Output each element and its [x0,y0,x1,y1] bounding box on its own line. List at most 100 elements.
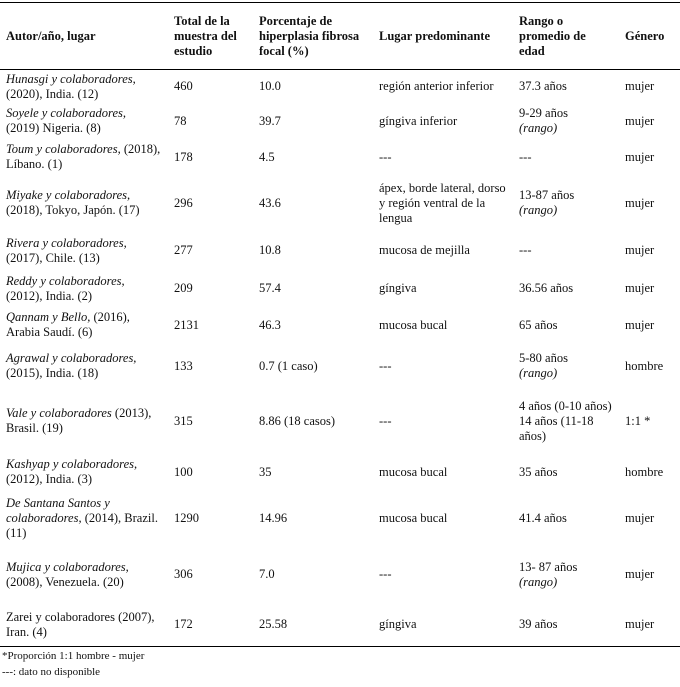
table-cell: 178 [168,139,253,176]
age-text: 13- 87 años [519,559,578,574]
cell-text: mujer [625,510,655,525]
table-cell: mucosa bucal [373,307,513,344]
author-ref: (2014), Brazil. (11) [6,510,158,540]
table-cell: 315 [168,389,253,454]
cell-text: 8.86 (18 casos) [259,413,336,428]
table-cell: mucosa bucal [373,454,513,491]
table-cell: Kashyap y colaboradores, (2012), India. … [0,454,168,491]
cell-text: mujer [625,149,655,164]
table-cell: Reddy y colaboradores, (2012), India. (2… [0,271,168,307]
table-cell: gíngiva [373,271,513,307]
cell-text: 78 [174,113,187,128]
table-cell: 46.3 [253,307,373,344]
table-cell: 43.6 [253,176,373,231]
cell-text: mujer [625,567,655,581]
author-name: Toum y colaboradores, [6,142,121,156]
table-cell: región anterior inferior [373,70,513,104]
table-cell: --- [373,389,513,454]
table-cell: 41.4 años [513,491,619,546]
cell-text: 46.3 [259,317,281,332]
table-cell: 172 [168,603,253,647]
cell-text: 1290 [174,510,199,525]
author-name: Agrawal y colaboradores, [6,351,137,365]
table-row: Zarei y colaboradores (2007), Iran. (4) 1… [0,603,680,647]
author-ref: (2020), India. (12) [6,86,99,101]
author-ref: (2018), Tokyo, Japón. (17) [6,203,140,217]
table-row: Rivera y colaboradores, (2017), Chile. (… [0,231,680,271]
author-name: Vale y colaboradores [6,406,112,420]
table-cell: --- [373,139,513,176]
cell-text: --- [379,413,392,428]
age-text: --- [519,243,532,257]
cell-text: 209 [174,281,193,295]
table-cell: mujer [619,603,680,647]
cell-text: región anterior inferior [379,79,494,94]
column-header: Total de la muestra del estudio [168,2,253,70]
table-cell: 100 [168,454,253,491]
author-ref: (2016), Arabia Saudí. (6) [6,310,130,339]
cell-text: mujer [625,113,655,128]
cell-text: 100 [174,464,193,479]
author-ref: (2017), Chile. (13) [6,250,100,265]
table-cell: De Santana Santos y colaboradores, (2014… [0,491,168,546]
table-cell: mucosa de mejilla [373,231,513,271]
cell-text: --- [379,567,392,581]
footnote: *Proporción 1:1 hombre - mujer [2,650,145,662]
table-cell: Toum y colaboradores, (2018), Líbano. (1… [0,139,168,176]
cell-text: 43.6 [259,195,281,210]
table-cell: 0.7 (1 caso) [253,344,373,389]
table-cell: --- [373,344,513,389]
cell-text: gíngiva [379,281,417,295]
cell-text: 1:1 * [625,413,651,428]
table-cell: mucosa bucal [373,491,513,546]
author-ref: (2012), India. (2) [6,288,93,303]
cell-text: 460 [174,79,193,94]
cell-text: mucosa bucal [379,510,448,525]
table-row: Qannam y Bello, (2016), Arabia Saudí. (6… [0,307,680,344]
table-row: Agrawal y colaboradores, (2015), India. … [0,344,680,389]
age-text: 13-87 años [519,188,575,202]
author-name: Qannam y Bello, [6,310,91,324]
column-header: Autor/año, lugar [0,2,168,70]
table-cell: 306 [168,546,253,604]
table-cell: 296 [168,176,253,231]
table-cell: Miyake y colaboradores, (2018), Tokyo, J… [0,176,168,231]
author-name: Hunasgi y colaboradores, [6,71,136,86]
table-cell: Hunasgi y colaboradores, (2020), India. … [0,70,168,104]
cell-text: mujer [625,317,655,332]
table-cell: 2131 [168,307,253,344]
table-cell: ápex, borde lateral, dorso y región vent… [373,176,513,231]
age-text: 37.3 años [519,79,567,94]
table-cell: hombre [619,454,680,491]
cell-text: 7.0 [259,567,275,581]
author-name: Rivera y colaboradores, [6,235,127,250]
header-row: Autor/año, lugar Total de la muestra del … [0,2,680,70]
table-cell: 13-87 años (rango) [513,176,619,231]
table-cell: mujer [619,231,680,271]
author-name: De Santana Santos y colaboradores, [6,495,110,525]
author-ref: (2019) Nigeria. (8) [6,121,101,135]
cell-text: hombre [625,358,664,373]
author-name: Soyele y colaboradores, [6,106,126,120]
table-cell: 13- 87 años (rango) [513,546,619,604]
author-ref: Zarei y colaboradores (2007), Iran. (4) [6,609,155,639]
author-name: Reddy y colaboradores, [6,273,125,288]
cell-text: mujer [625,79,655,94]
column-header: Lugar predominante [373,2,513,70]
cell-text: mujer [625,281,655,295]
cell-text: mucosa bucal [379,317,448,332]
cell-text: mucosa bucal [379,464,448,479]
cell-text: 4.5 [259,149,275,164]
table-cell: 133 [168,344,253,389]
table-cell: 460 [168,70,253,104]
cell-text: 133 [174,358,193,373]
table-cell: 65 años [513,307,619,344]
table-cell: Rivera y colaboradores, (2017), Chile. (… [0,231,168,271]
cell-text: 39.7 [259,113,281,128]
table-cell: 78 [168,104,253,139]
table-cell: 1:1 * [619,389,680,454]
table-cell: Qannam y Bello, (2016), Arabia Saudí. (6… [0,307,168,344]
table-cell: 35 [253,454,373,491]
cell-text: 315 [174,413,193,428]
